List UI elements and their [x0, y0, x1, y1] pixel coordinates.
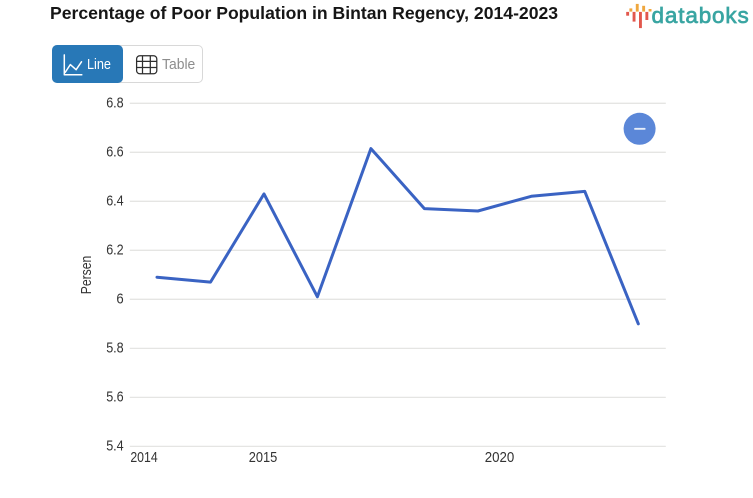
svg-text:2020: 2020: [485, 450, 515, 466]
svg-text:6.4: 6.4: [106, 194, 124, 210]
svg-text:6.6: 6.6: [106, 145, 124, 161]
svg-text:6.2: 6.2: [106, 243, 124, 259]
svg-text:5.6: 5.6: [106, 390, 124, 406]
svg-text:5.4: 5.4: [106, 439, 124, 455]
svg-text:2015: 2015: [249, 450, 278, 466]
svg-text:5.8: 5.8: [106, 341, 124, 357]
svg-text:6.8: 6.8: [106, 96, 124, 112]
svg-text:6: 6: [116, 292, 123, 308]
svg-text:2014: 2014: [130, 450, 157, 466]
svg-text:Persen: Persen: [79, 256, 95, 295]
